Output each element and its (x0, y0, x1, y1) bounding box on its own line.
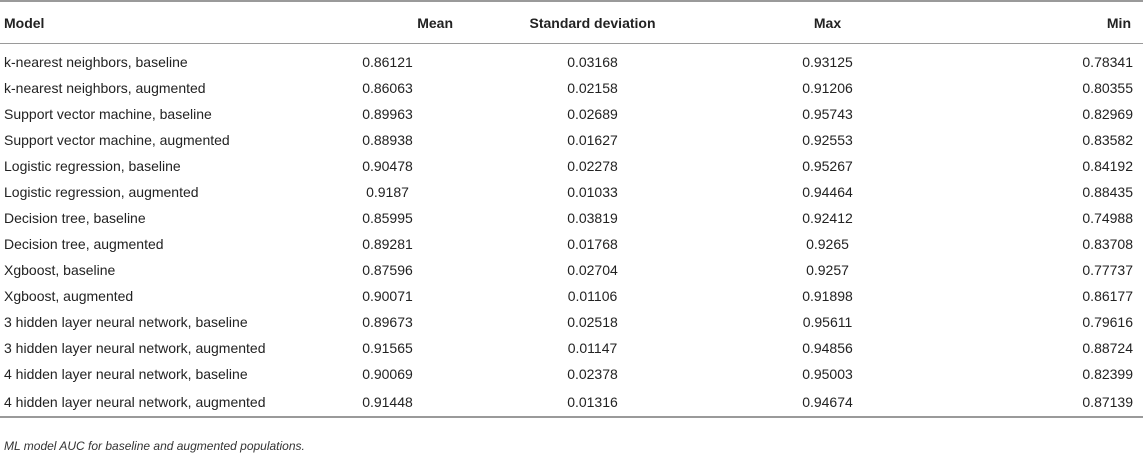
cell-mean: 0.87596 (362, 262, 413, 278)
cell-standard-deviation: 0.02378 (567, 366, 618, 382)
cell-min: 0.87139 (920, 387, 1143, 418)
cell-mean: 0.89673 (362, 314, 413, 330)
table-row: Logistic regression, baseline 0.90478 0.02… (0, 153, 1143, 179)
cell-min: 0.78341 (1082, 53, 1133, 70)
cell-min: 0.83708 (1082, 236, 1133, 252)
cell-mean: 0.89963 (362, 106, 413, 122)
table-row: Logistic regression, augmented 0.9187 0.01… (0, 179, 1143, 205)
cell-min: 0.82969 (1082, 106, 1133, 122)
cell-max: 0.93125 (802, 53, 853, 70)
cell-standard-deviation: 0.01316 (480, 387, 705, 418)
cell-min: 0.83582 (1082, 132, 1133, 148)
cell-standard-deviation: 0.01033 (567, 184, 618, 200)
header-max: Max (705, 0, 920, 44)
header-model: Model (0, 0, 305, 44)
cell-model: 4 hidden layer neural network, augmented (0, 387, 305, 418)
cell-max: 0.92553 (802, 132, 853, 148)
cell-min: 0.79616 (1082, 314, 1133, 330)
cell-mean: 0.90071 (362, 288, 413, 304)
cell-min: 0.82399 (1082, 366, 1133, 382)
table-header: Model Mean Standard deviation Max Min (0, 0, 1143, 44)
cell-max: 0.9257 (806, 262, 849, 278)
cell-min: 0.77737 (1082, 262, 1133, 278)
cell-mean: 0.91448 (305, 387, 480, 418)
table-row: 3 hidden layer neural network, augmented… (0, 335, 1143, 361)
table-caption: ML model AUC for baseline and augmented … (4, 439, 305, 453)
table-row: 4 hidden layer neural network, augmented… (0, 387, 1143, 418)
cell-model: k-nearest neighbors, augmented (4, 80, 206, 96)
cell-min: 0.86177 (1082, 288, 1133, 304)
cell-standard-deviation: 0.02704 (567, 262, 618, 278)
cell-min: 0.88435 (1082, 184, 1133, 200)
results-table: Model Mean Standard deviation Max Min k-… (0, 0, 1143, 418)
cell-model: Logistic regression, baseline (4, 158, 181, 174)
cell-standard-deviation: 0.01147 (567, 340, 618, 356)
header-min: Min (920, 0, 1143, 44)
cell-model: Logistic regression, augmented (4, 184, 199, 200)
cell-mean: 0.89281 (362, 236, 413, 252)
cell-max: 0.95003 (802, 366, 853, 382)
cell-mean: 0.90478 (362, 158, 413, 174)
cell-max: 0.9265 (806, 236, 849, 252)
table-row: Support vector machine, augmented 0.88938… (0, 127, 1143, 153)
table-row: Xgboost, augmented 0.90071 0.01106 0.91898 0… (0, 283, 1143, 309)
cell-standard-deviation: 0.01627 (567, 132, 618, 148)
cell-model: Support vector machine, baseline (4, 106, 212, 122)
cell-mean: 0.86121 (362, 53, 413, 70)
header-standard-deviation: Standard deviation (480, 0, 705, 44)
table-row: Xgboost, baseline 0.87596 0.02704 0.9257 0.7… (0, 257, 1143, 283)
cell-max: 0.91898 (802, 288, 853, 304)
table-body: k-nearest neighbors, baseline 0.86121 0.03… (0, 44, 1143, 418)
cell-model: Support vector machine, augmented (4, 132, 230, 148)
cell-min: 0.84192 (1082, 158, 1133, 174)
cell-standard-deviation: 0.01768 (567, 236, 618, 252)
cell-max: 0.91206 (802, 80, 853, 96)
cell-standard-deviation: 0.03819 (567, 210, 618, 226)
cell-standard-deviation: 0.01106 (567, 288, 618, 304)
cell-mean: 0.86063 (362, 80, 413, 96)
table-row: k-nearest neighbors, baseline 0.86121 0.03… (0, 44, 1143, 76)
cell-model: k-nearest neighbors, baseline (4, 53, 188, 70)
cell-model: Xgboost, baseline (4, 262, 116, 278)
cell-model: 3 hidden layer neural network, augmented (4, 340, 266, 356)
cell-model: Decision tree, baseline (4, 210, 146, 226)
cell-mean: 0.90069 (362, 366, 413, 382)
cell-max: 0.95267 (802, 158, 853, 174)
cell-max: 0.92412 (802, 210, 853, 226)
cell-max: 0.95743 (802, 106, 853, 122)
cell-standard-deviation: 0.02278 (567, 158, 618, 174)
cell-min: 0.88724 (1082, 340, 1133, 356)
cell-standard-deviation: 0.02689 (567, 106, 618, 122)
cell-model: Decision tree, augmented (4, 236, 164, 252)
cell-standard-deviation: 0.02158 (567, 80, 618, 96)
cell-max: 0.94674 (705, 387, 920, 418)
cell-mean: 0.9187 (366, 184, 409, 200)
cell-mean: 0.88938 (362, 132, 413, 148)
cell-standard-deviation: 0.02518 (567, 314, 618, 330)
table-row: 4 hidden layer neural network, baseline 0… (0, 361, 1143, 387)
cell-model: Xgboost, augmented (4, 288, 134, 304)
table-row: Support vector machine, baseline 0.89963 0… (0, 101, 1143, 127)
cell-mean: 0.85995 (362, 210, 413, 226)
cell-max: 0.95611 (802, 314, 853, 330)
header-mean: Mean (305, 0, 480, 44)
cell-max: 0.94464 (802, 184, 853, 200)
cell-min: 0.74988 (1082, 210, 1133, 226)
table-row: 3 hidden layer neural network, baseline 0… (0, 309, 1143, 335)
cell-min: 0.80355 (1082, 80, 1133, 96)
table-row: k-nearest neighbors, augmented 0.86063 0.0… (0, 75, 1143, 101)
cell-model: 4 hidden layer neural network, baseline (4, 366, 248, 382)
cell-model: 3 hidden layer neural network, baseline (4, 314, 248, 330)
cell-standard-deviation: 0.03168 (567, 53, 618, 70)
cell-mean: 0.91565 (362, 340, 413, 356)
table-row: Decision tree, baseline 0.85995 0.03819 0.9… (0, 205, 1143, 231)
table-row: Decision tree, augmented 0.89281 0.01768 0.… (0, 231, 1143, 257)
header-row: Model Mean Standard deviation Max Min (0, 0, 1143, 44)
cell-max: 0.94856 (802, 340, 853, 356)
